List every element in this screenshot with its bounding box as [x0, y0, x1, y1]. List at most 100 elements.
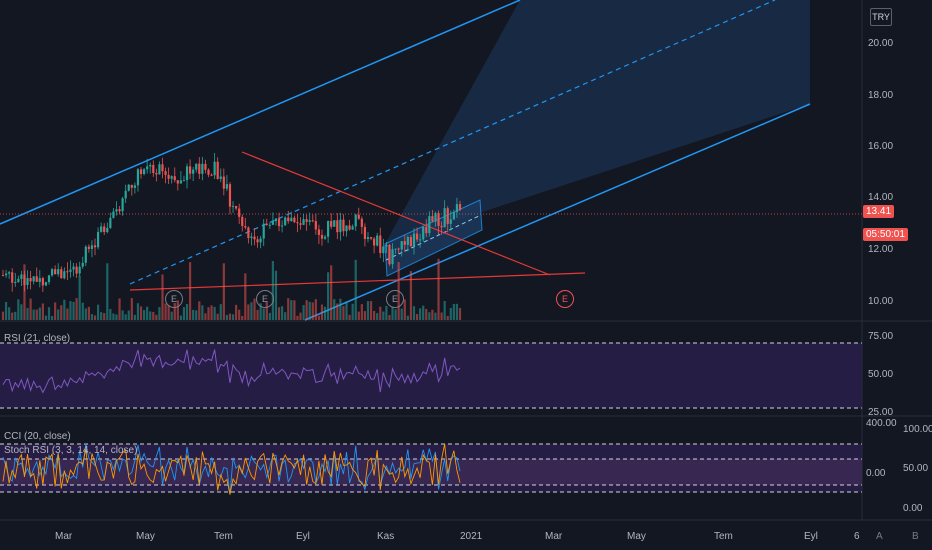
candle-body [440, 225, 443, 228]
volume-bar [305, 300, 308, 320]
volume-bar [204, 313, 207, 320]
volume-bar [38, 307, 41, 320]
volume-bar [198, 301, 201, 320]
candle-body [139, 169, 143, 175]
volume-bar [66, 308, 69, 320]
candle-body [136, 169, 140, 186]
candle-body [452, 212, 455, 220]
volume-bar [241, 315, 244, 320]
candle-body [369, 237, 373, 239]
candle-body [345, 225, 348, 232]
volume-bar [115, 314, 118, 320]
volume-bar [281, 306, 284, 320]
stoch-rsi-title[interactable]: Stoch RSI (3, 3, 14, 14, close) [4, 445, 138, 456]
volume-bar [93, 315, 97, 320]
candle-body [422, 227, 425, 240]
candle-body [41, 278, 44, 286]
volume-bar [124, 314, 127, 320]
volume-bar [419, 308, 422, 320]
last-price-tag: 13.41 [863, 205, 895, 218]
candle-body [253, 236, 256, 240]
volume-bar [84, 308, 87, 320]
earnings-event-marker[interactable]: E [556, 290, 574, 308]
volume-bar [213, 306, 216, 320]
candle-body [339, 219, 342, 233]
volume-bar [90, 314, 94, 320]
candle-body [35, 276, 38, 282]
volume-bar [317, 315, 321, 320]
volume-bar [449, 307, 452, 320]
candle-body [216, 161, 219, 179]
volume-bar [231, 314, 235, 320]
volume-bar [170, 311, 173, 320]
earnings-event-marker[interactable]: E [165, 290, 183, 308]
cci-y-tick: 0.00 [866, 468, 886, 479]
candle-body [121, 198, 124, 212]
x-tick-label: Eyl [804, 531, 818, 542]
candle-body [192, 169, 195, 174]
volume-bar [265, 301, 268, 320]
candle-body [57, 269, 60, 275]
candle-body [314, 221, 317, 230]
volume-bar [1, 311, 5, 320]
candle-body [419, 239, 422, 241]
volume-bar [406, 315, 409, 320]
candle-body [235, 205, 238, 209]
candle-body [397, 248, 400, 250]
candle-body [342, 219, 345, 232]
rsi-title[interactable]: RSI (21, close) [4, 333, 71, 344]
volume-bar [287, 298, 290, 320]
candle-body [44, 282, 48, 286]
candles [1, 152, 462, 292]
volume-bar [23, 264, 26, 320]
candle-body [228, 184, 232, 207]
earnings-event-marker[interactable]: E [256, 290, 274, 308]
candle-body [458, 204, 462, 211]
volume-bar [26, 308, 29, 320]
candle-body [415, 233, 419, 240]
currency-button[interactable]: TRY [870, 8, 892, 26]
candle-body [198, 163, 201, 174]
volume-bar [311, 302, 314, 320]
cci-line [2, 443, 461, 495]
volume-bar [152, 311, 155, 320]
volume-bar [219, 304, 222, 320]
log-scale-button[interactable]: B [912, 531, 919, 542]
autoscale-button[interactable]: A [876, 531, 883, 542]
rsi-y-tick: 50.00 [868, 369, 894, 380]
volume-bar [327, 272, 330, 320]
volume-bar [391, 306, 394, 320]
volume-bar [176, 300, 179, 320]
cci-title[interactable]: CCI (20, close) [4, 431, 71, 442]
candle-body [219, 176, 222, 179]
volume-bar [256, 309, 259, 320]
candle-body [434, 213, 437, 222]
candle-body [222, 176, 225, 189]
volume-bar [127, 310, 130, 320]
volume-bar [428, 312, 431, 320]
stoch-y-tick: 100.00 [903, 424, 932, 435]
volume-bar [106, 263, 109, 320]
volume-bar [142, 310, 146, 320]
volume-bar [385, 305, 388, 320]
candle-body [109, 217, 112, 228]
candle-body [305, 219, 308, 222]
candle-body [149, 164, 152, 167]
candle-body [93, 245, 97, 248]
volume-bar [103, 313, 106, 320]
candle-body [259, 238, 262, 243]
volume-bar [425, 309, 428, 320]
candle-body [406, 236, 409, 245]
earnings-event-marker[interactable]: E [386, 290, 404, 308]
candle-body [360, 218, 363, 227]
candle-body [188, 166, 192, 174]
volume-bar [302, 305, 305, 320]
x-tick-label: May [627, 531, 646, 542]
y-tick-label: 10.00 [868, 296, 894, 307]
rsi-band-fill [0, 343, 862, 408]
candle-body [32, 276, 35, 282]
volume-bar [382, 311, 385, 320]
candle-body [155, 172, 158, 175]
volume-bar [195, 310, 198, 320]
